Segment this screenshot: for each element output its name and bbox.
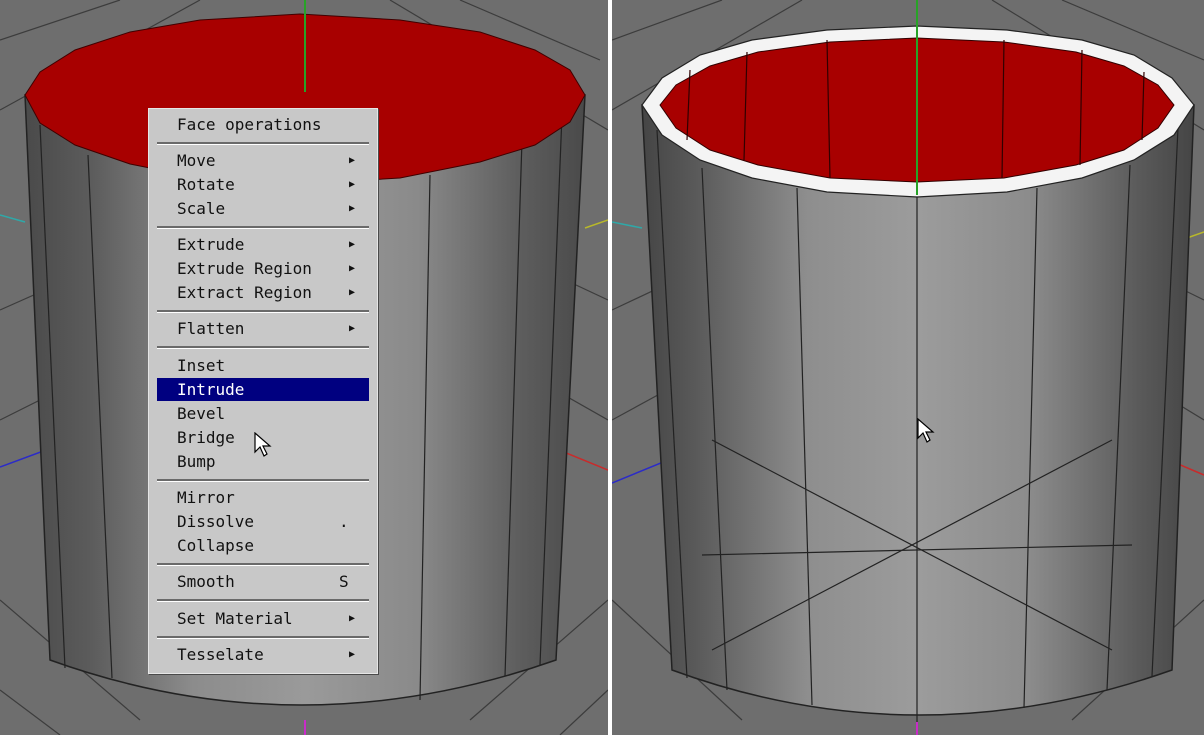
menu-item-label: Smooth <box>177 572 235 591</box>
menu-item-label: Bevel <box>177 404 226 423</box>
submenu-arrow-icon: ▶ <box>349 287 356 298</box>
menu-item-label: Flatten <box>177 319 245 338</box>
scene-right <box>612 0 1204 735</box>
menu-item-label: Extrude <box>177 235 245 254</box>
menu-item-label: Move <box>177 151 216 170</box>
menu-item-inset[interactable]: Inset <box>157 354 369 377</box>
menu-item-label: Inset <box>177 356 226 375</box>
menu-item-smooth[interactable]: Smooth S <box>157 570 369 593</box>
viewport-left[interactable]: Face operations Move ▶ Rotate ▶ Scale ▶ … <box>0 0 608 735</box>
menu-separator <box>157 310 369 313</box>
menu-item-label: Set Material <box>177 609 293 628</box>
menu-item-label: Collapse <box>177 536 255 555</box>
menu-separator <box>157 636 369 639</box>
menu-item-scale[interactable]: Scale ▶ <box>157 197 369 220</box>
menu-item-set-material[interactable]: Set Material ▶ <box>157 607 369 630</box>
arrow-pointer-icon <box>917 418 935 443</box>
menu-title: Face operations <box>177 115 322 134</box>
arrow-pointer-icon <box>254 432 272 457</box>
menu-item-extract-region[interactable]: Extract Region ▶ <box>157 281 369 304</box>
submenu-arrow-icon: ▶ <box>349 323 356 334</box>
menu-item-extrude[interactable]: Extrude ▶ <box>157 233 369 256</box>
submenu-arrow-icon: ▶ <box>349 203 356 214</box>
menu-separator <box>157 563 369 566</box>
submenu-arrow-icon: ▶ <box>349 613 356 624</box>
menu-item-label: Extract Region <box>177 283 312 302</box>
menu-item-intrude[interactable]: Intrude <box>157 378 369 401</box>
submenu-arrow-icon: ▶ <box>349 155 356 166</box>
menu-item-rotate[interactable]: Rotate ▶ <box>157 173 369 196</box>
menu-item-hotkey: S <box>339 572 349 591</box>
menu-item-hotkey: . <box>339 512 349 531</box>
menu-item-bevel[interactable]: Bevel <box>157 402 369 425</box>
menu-item-label: Extrude Region <box>177 259 312 278</box>
face-operations-menu: Face operations Move ▶ Rotate ▶ Scale ▶ … <box>148 108 378 674</box>
menu-item-bump[interactable]: Bump <box>157 450 369 473</box>
submenu-arrow-icon: ▶ <box>349 649 356 660</box>
menu-item-label: Bump <box>177 452 216 471</box>
menu-item-label: Dissolve <box>177 512 255 531</box>
cylinder-edges <box>39 114 563 701</box>
menu-item-mirror[interactable]: Mirror <box>157 486 369 509</box>
inner-wall-edges <box>686 39 1145 179</box>
menu-separator <box>157 479 369 482</box>
submenu-arrow-icon: ▶ <box>349 239 356 250</box>
menu-item-tesselate[interactable]: Tesselate ▶ <box>157 643 369 666</box>
viewport-right[interactable] <box>612 0 1204 735</box>
menu-item-flatten[interactable]: Flatten ▶ <box>157 317 369 340</box>
menu-item-dissolve[interactable]: Dissolve . <box>157 510 369 533</box>
menu-item-label: Scale <box>177 199 226 218</box>
menu-separator <box>157 226 369 229</box>
menu-item-collapse[interactable]: Collapse <box>157 534 369 557</box>
menu-item-label: Rotate <box>177 175 235 194</box>
menu-item-bridge[interactable]: Bridge <box>157 426 369 449</box>
menu-item-label: Tesselate <box>177 645 264 664</box>
menu-item-label: Intrude <box>177 380 245 399</box>
menu-item-move[interactable]: Move ▶ <box>157 149 369 172</box>
cylinder-edges <box>656 127 1179 722</box>
menu-separator <box>157 599 369 602</box>
submenu-arrow-icon: ▶ <box>349 179 356 190</box>
cylinder-body <box>641 104 1195 716</box>
menu-item-label: Mirror <box>177 488 235 507</box>
submenu-arrow-icon: ▶ <box>349 263 356 274</box>
menu-separator <box>157 346 369 349</box>
menu-separator <box>157 142 369 145</box>
menu-item-extrude-region[interactable]: Extrude Region ▶ <box>157 257 369 280</box>
menu-item-label: Bridge <box>177 428 235 447</box>
